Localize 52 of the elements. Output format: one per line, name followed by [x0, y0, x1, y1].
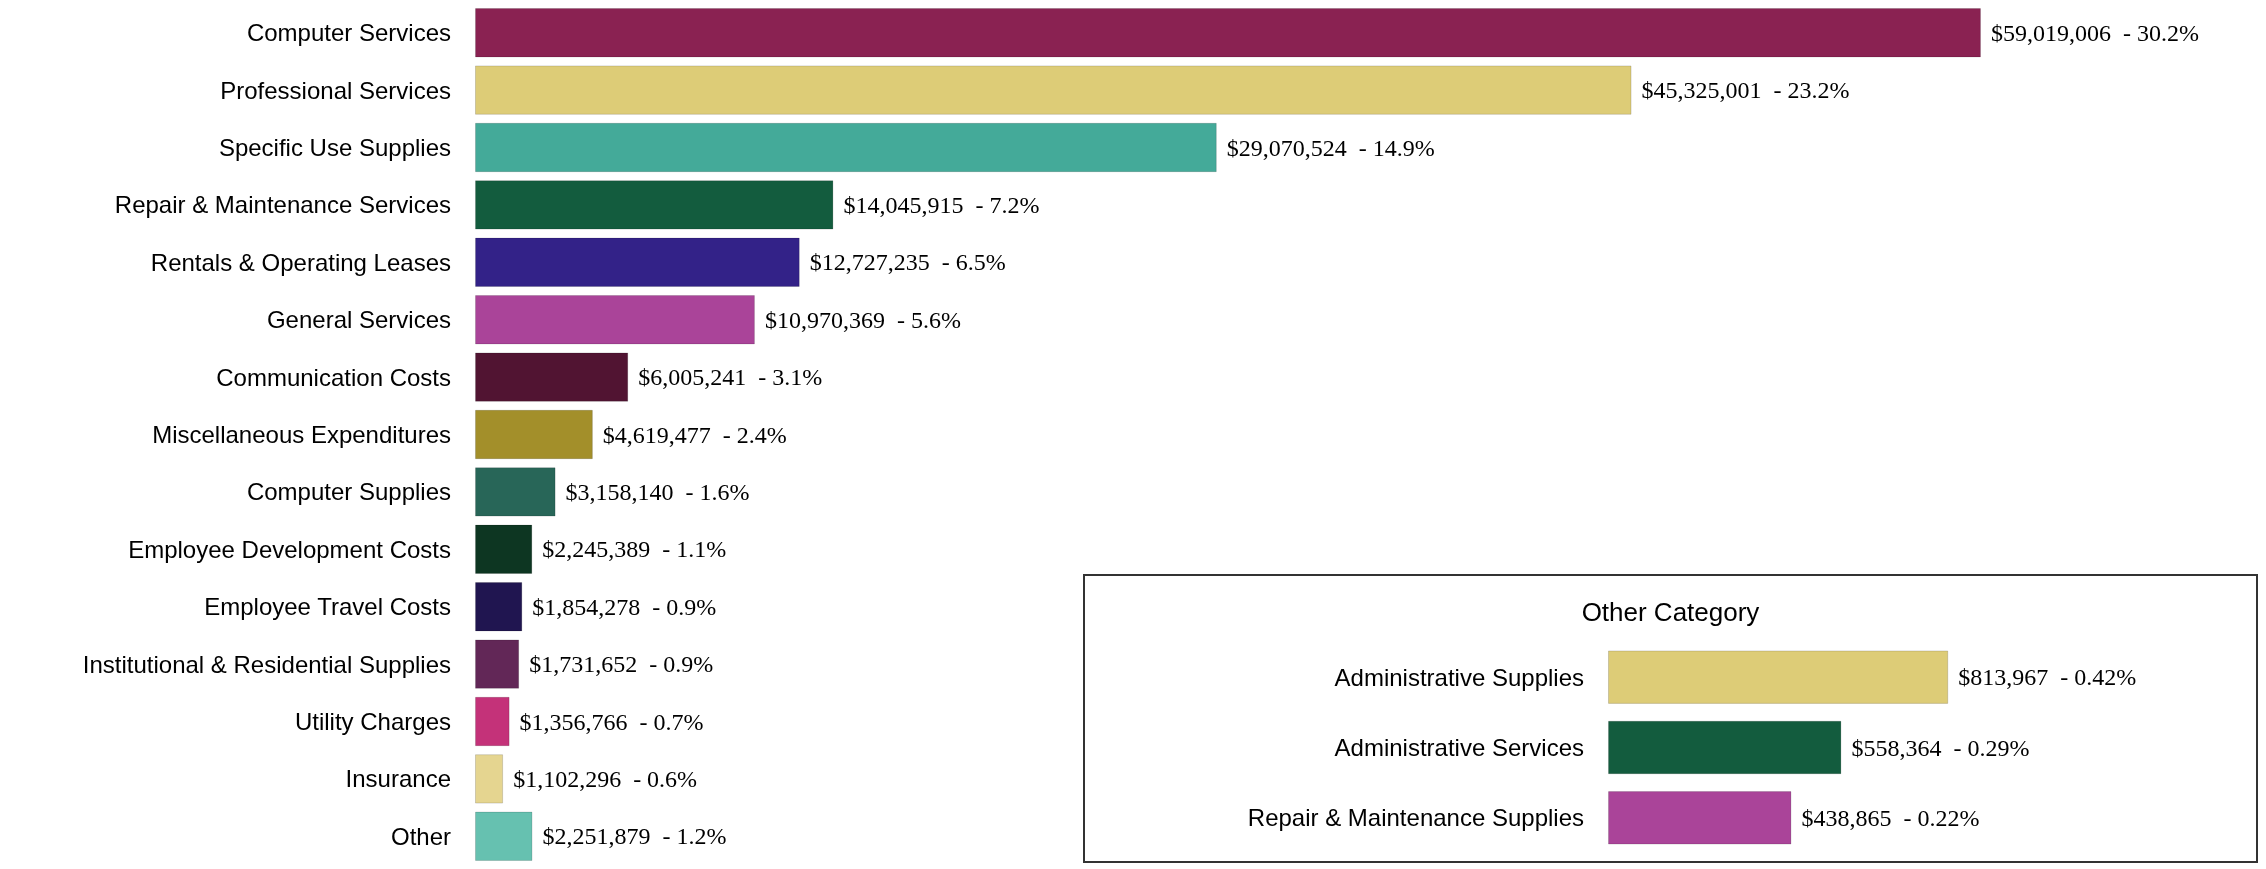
- y-tick-label: Repair & Maintenance Supplies: [1247, 804, 1584, 832]
- y-tick-label: Employee Development Costs: [128, 535, 451, 563]
- bar: [475, 237, 800, 287]
- data-label: $558,364 - 0.29%: [1851, 734, 2030, 761]
- bar: [475, 582, 523, 632]
- data-label: $1,102,296 - 0.6%: [513, 765, 698, 792]
- y-tick-label: Administrative Supplies: [1334, 663, 1584, 691]
- bar: [475, 65, 1632, 115]
- bar: [475, 639, 520, 689]
- data-label: $2,251,879 - 1.2%: [542, 823, 727, 850]
- y-tick-label: Miscellaneous Expenditures: [152, 421, 451, 448]
- y-tick-label: General Services: [266, 306, 451, 334]
- data-label: $14,045,915 - 7.2%: [843, 191, 1040, 218]
- bar: [475, 8, 1981, 58]
- data-label: $45,325,001 - 23.2%: [1641, 77, 1850, 104]
- bar: [475, 409, 593, 460]
- y-tick-label: Insurance: [345, 765, 451, 793]
- bar: [475, 524, 533, 574]
- bar: [475, 811, 533, 861]
- data-label: $6,005,241 - 3.1%: [638, 364, 823, 391]
- chart-title: Other Category: [1581, 597, 1760, 627]
- bar: [475, 696, 510, 747]
- data-label: $12,727,235 - 6.5%: [809, 249, 1006, 276]
- data-label: $3,158,140 - 1.6%: [565, 478, 750, 505]
- data-label: $1,356,766 - 0.7%: [519, 708, 704, 735]
- y-tick-label: Institutional & Residential Supplies: [82, 650, 451, 678]
- y-tick-label: Specific Use Supplies: [218, 134, 451, 161]
- y-tick-label: Rentals & Operating Leases: [150, 248, 451, 276]
- bar: [475, 467, 556, 517]
- data-label: $10,970,369 - 5.6%: [764, 306, 961, 333]
- y-tick-label: Employee Travel Costs: [204, 593, 451, 621]
- bar: [475, 122, 1217, 173]
- y-tick-label: Communication Costs: [216, 363, 451, 391]
- data-label: $29,070,524 - 14.9%: [1226, 134, 1435, 161]
- y-tick-label: Administrative Services: [1334, 734, 1584, 761]
- bar: [475, 295, 755, 345]
- y-tick-label: Other: [390, 822, 451, 850]
- bar: [475, 180, 834, 230]
- y-tick-label: Repair & Maintenance Services: [114, 191, 451, 219]
- y-tick-label: Computer Services: [246, 19, 451, 47]
- bar: [475, 754, 504, 804]
- data-label: $2,245,389 - 1.1%: [542, 536, 727, 563]
- bar: [475, 352, 629, 402]
- y-tick-label: Computer Supplies: [246, 478, 451, 506]
- data-label: $59,019,006 - 30.2%: [1990, 19, 2199, 46]
- data-label: $4,619,477 - 2.4%: [602, 421, 787, 448]
- data-label: $1,854,278 - 0.9%: [532, 593, 717, 620]
- data-label: $438,865 - 0.22%: [1801, 804, 1980, 831]
- y-tick-label: Professional Services: [220, 76, 451, 104]
- data-label: $813,967 - 0.42%: [1958, 664, 2137, 691]
- data-label: $1,731,652 - 0.9%: [529, 651, 714, 678]
- y-tick-label: Utility Charges: [294, 708, 451, 735]
